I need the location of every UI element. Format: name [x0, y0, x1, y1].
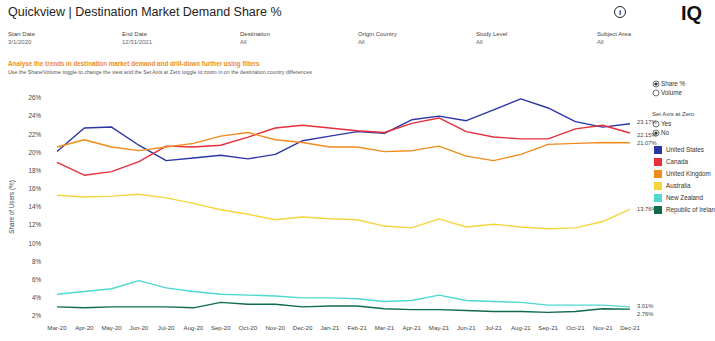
x-tick-label: Aug-20	[184, 324, 204, 331]
y-tick-label: 12%	[28, 221, 41, 228]
radio[interactable]	[653, 81, 659, 87]
y-tick-label: 10%	[28, 240, 41, 247]
filter-label: Subject Area	[597, 31, 632, 37]
x-tick-label: Nov-21	[593, 324, 613, 331]
legend-swatch	[654, 170, 662, 178]
radio-label[interactable]: Yes	[661, 120, 671, 127]
x-tick-label: May-20	[101, 324, 122, 331]
y-tick-label: 6%	[32, 276, 42, 283]
filter-label: Start Date	[8, 31, 36, 37]
legend-swatch	[654, 182, 662, 190]
x-tick-label: Dec-20	[293, 324, 313, 331]
y-tick-label: 4%	[32, 294, 42, 301]
legend-swatch	[654, 158, 662, 166]
legend-label: Canada	[666, 158, 689, 165]
subtitle: Analyse the trends in destination market…	[8, 60, 260, 68]
title: Quickview | Destination Market Demand Sh…	[8, 5, 282, 19]
filter-value[interactable]: 12/31/2021	[122, 39, 153, 45]
x-tick-label: Mar-21	[375, 324, 395, 331]
series-line	[57, 118, 630, 175]
legend-label: Republic of Ireland	[666, 206, 715, 214]
x-tick-label: Feb-21	[347, 324, 367, 331]
x-tick-label: May-21	[429, 324, 450, 331]
series-line	[57, 133, 630, 161]
info-icon[interactable]	[615, 7, 626, 18]
filter-label: Destination	[240, 31, 270, 37]
series-line	[57, 302, 630, 312]
series-line	[57, 281, 630, 307]
filter-value[interactable]: All	[597, 39, 604, 45]
filter-value[interactable]: All	[476, 39, 483, 45]
y-tick-label: 2%	[32, 312, 42, 319]
series-line	[57, 194, 630, 229]
filter-value[interactable]: All	[358, 39, 365, 45]
legend-label: United States	[666, 146, 704, 153]
radio-label[interactable]: Volume	[661, 89, 683, 96]
radio-label[interactable]: No	[661, 129, 670, 136]
y-tick-label: 26%	[28, 94, 41, 101]
filter-value[interactable]: All	[240, 39, 247, 45]
filter-value[interactable]: 3/1/2020	[8, 39, 32, 45]
info-icon-text[interactable]: i	[619, 8, 621, 17]
toggle-title: Set Axis at Zero	[652, 111, 695, 117]
x-tick-label: Apr-20	[75, 324, 94, 331]
legend-swatch	[654, 206, 662, 214]
legend-swatch	[654, 146, 662, 154]
legend-label: United Kingdom	[666, 170, 711, 178]
data-label: 3.01%	[637, 303, 653, 309]
data-label: 2.76%	[637, 311, 653, 317]
x-tick-label: Mar-20	[47, 324, 67, 331]
radio-dot	[654, 82, 657, 85]
y-tick-label: 18%	[28, 167, 41, 174]
data-label: 23.17%	[637, 119, 657, 125]
x-tick-label: Jul-21	[485, 324, 502, 331]
y-tick-label: 16%	[28, 185, 41, 192]
x-tick-label: Oct-20	[239, 324, 258, 331]
legend-label: Australia	[666, 182, 691, 189]
x-tick-label: Jan-21	[321, 324, 340, 331]
lines	[57, 99, 630, 312]
y-tick-label: 24%	[28, 112, 41, 119]
y-tick-label: 14%	[28, 203, 41, 210]
x-tick-label: Jul-20	[158, 324, 175, 331]
y-tick-label: 20%	[28, 149, 41, 156]
data-label: 21.07%	[637, 140, 657, 146]
y-tick-label: 22%	[28, 131, 41, 138]
x-tick-label: Aug-21	[511, 324, 531, 331]
y-axis-label: Share of Users (%)	[8, 180, 16, 234]
x-tick-label: Oct-21	[566, 324, 585, 331]
filter-label: Origin Country	[358, 31, 397, 37]
radio[interactable]	[653, 90, 659, 96]
x-tick-label: Sep-21	[538, 324, 558, 331]
dashboard: Quickview | Destination Market Demand Sh…	[0, 0, 715, 341]
data-label: 13.76%	[637, 206, 657, 212]
x-tick-label: Jun-21	[457, 324, 476, 331]
filter-label: Study Level	[476, 31, 507, 37]
y-tick-label: 8%	[32, 258, 42, 265]
x-tick-label: Jun-20	[130, 324, 149, 331]
filter-label: End Date	[122, 31, 148, 37]
logo: IQ	[681, 2, 702, 24]
x-tick-label: Sep-20	[211, 324, 231, 331]
legend-swatch	[654, 194, 662, 202]
x-tick-label: Apr-21	[403, 324, 422, 331]
radio-label[interactable]: Share %	[661, 80, 686, 87]
x-tick-label: Nov-20	[265, 324, 285, 331]
data-label: 22.15%	[637, 132, 657, 138]
x-tick-label: Dec-21	[620, 324, 640, 331]
legend-label: New Zealand	[666, 194, 704, 201]
hint: Use the Share/Volume toggle to change th…	[8, 69, 312, 75]
